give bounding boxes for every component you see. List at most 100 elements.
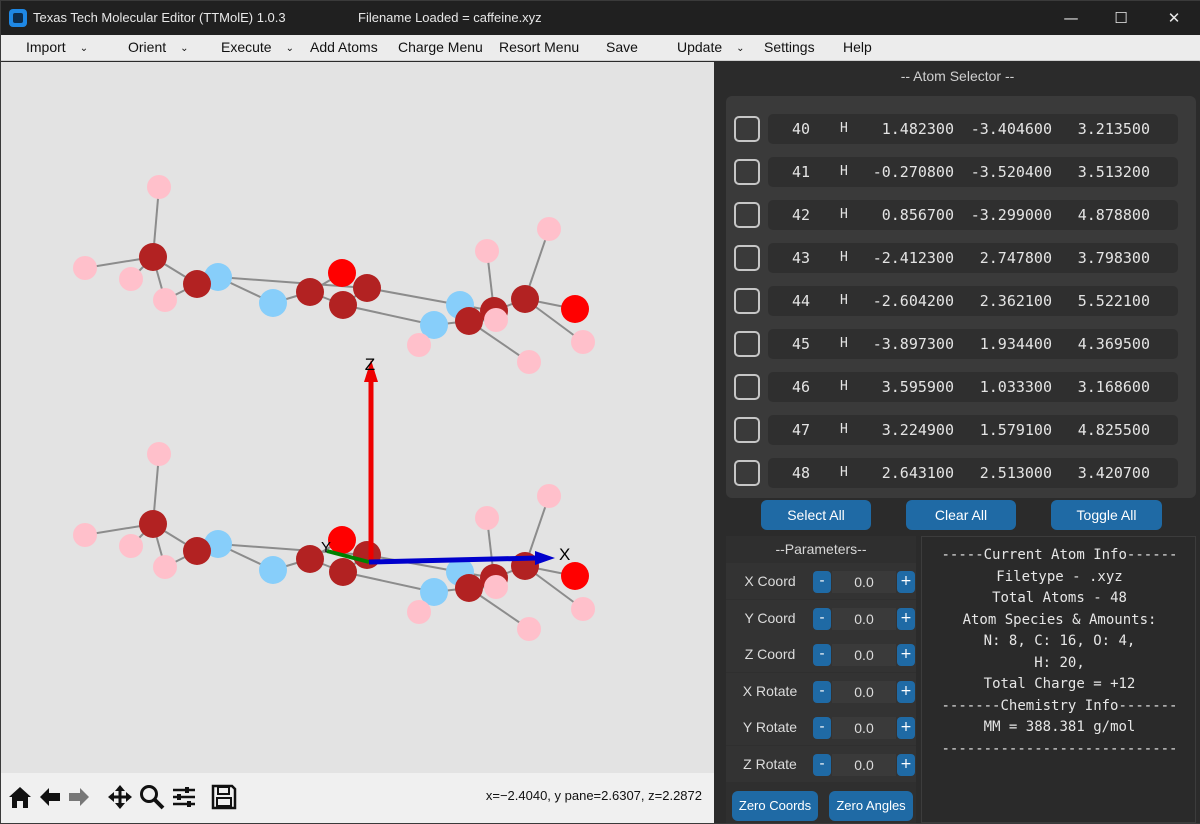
decrement-button[interactable]: - bbox=[813, 571, 831, 593]
close-button[interactable]: ✕ bbox=[1167, 9, 1181, 27]
zoom-icon[interactable] bbox=[138, 783, 166, 811]
atom-o[interactable] bbox=[328, 259, 356, 287]
molecule-canvas[interactable]: Z Y X bbox=[1, 62, 714, 773]
atom-checkbox[interactable] bbox=[734, 159, 760, 185]
atom-h[interactable] bbox=[147, 442, 171, 466]
atom-h[interactable] bbox=[571, 597, 595, 621]
atom-h[interactable] bbox=[407, 600, 431, 624]
home-icon[interactable] bbox=[6, 783, 34, 811]
atom-h[interactable] bbox=[119, 267, 143, 291]
atom-h[interactable] bbox=[407, 333, 431, 357]
decrement-button[interactable]: - bbox=[813, 680, 831, 703]
param-value-input[interactable]: 0.0 bbox=[832, 717, 896, 739]
atom-z: 4.825500 bbox=[1077, 421, 1150, 439]
menu-resort[interactable]: Resort Menu bbox=[499, 39, 580, 55]
atom-n[interactable] bbox=[259, 556, 287, 584]
menu-charge[interactable]: Charge Menu bbox=[398, 39, 483, 55]
pan-icon[interactable] bbox=[106, 783, 134, 811]
zero-coords-button[interactable]: Zero Coords bbox=[732, 791, 818, 821]
atom-h[interactable] bbox=[147, 175, 171, 199]
back-arrow-icon[interactable] bbox=[36, 783, 64, 811]
atom-checkbox[interactable] bbox=[734, 374, 760, 400]
atom-row: 46 H 3.595900 1.033300 3.168600 bbox=[726, 367, 1181, 410]
increment-button[interactable]: + bbox=[897, 644, 915, 666]
atom-c[interactable] bbox=[296, 545, 324, 573]
atom-o[interactable] bbox=[561, 295, 589, 323]
atom-h[interactable] bbox=[475, 239, 499, 263]
atom-row: 42 H 0.856700 -3.299000 4.878800 bbox=[726, 195, 1181, 238]
toggle-all-button[interactable]: Toggle All bbox=[1051, 500, 1162, 530]
forward-arrow-icon[interactable] bbox=[65, 783, 93, 811]
atom-c[interactable] bbox=[183, 537, 211, 565]
atom-checkbox[interactable] bbox=[734, 460, 760, 486]
menu-update[interactable]: Update ⌄ bbox=[677, 39, 745, 55]
atom-c[interactable] bbox=[139, 510, 167, 538]
param-value-input[interactable]: 0.0 bbox=[832, 644, 896, 666]
atom-h[interactable] bbox=[475, 506, 499, 530]
menu-import[interactable]: Import ⌄ bbox=[26, 39, 89, 55]
atom-h[interactable] bbox=[153, 555, 177, 579]
increment-button[interactable]: + bbox=[897, 571, 915, 593]
atom-checkbox[interactable] bbox=[734, 288, 760, 314]
menu-orient[interactable]: Orient ⌄ bbox=[128, 39, 189, 55]
decrement-button[interactable]: - bbox=[813, 753, 831, 776]
atom-h[interactable] bbox=[484, 308, 508, 332]
atom-h[interactable] bbox=[571, 330, 595, 354]
param-value-input[interactable]: 0.0 bbox=[832, 753, 896, 776]
zero-angles-button[interactable]: Zero Angles bbox=[829, 791, 913, 821]
menu-save[interactable]: Save bbox=[606, 39, 638, 55]
decrement-button[interactable]: - bbox=[813, 717, 831, 739]
minimize-button[interactable]: — bbox=[1063, 9, 1079, 27]
atom-h[interactable] bbox=[537, 484, 561, 508]
atom-n[interactable] bbox=[420, 578, 448, 606]
atom-checkbox[interactable] bbox=[734, 202, 760, 228]
atom-checkbox[interactable] bbox=[734, 116, 760, 142]
atom-c[interactable] bbox=[511, 285, 539, 313]
atom-c[interactable] bbox=[353, 541, 381, 569]
atom-o[interactable] bbox=[328, 526, 356, 554]
param-value-input[interactable]: 0.0 bbox=[832, 680, 896, 703]
maximize-button[interactable]: ☐ bbox=[1114, 9, 1128, 27]
atom-checkbox[interactable] bbox=[734, 245, 760, 271]
atom-c[interactable] bbox=[353, 274, 381, 302]
menu-settings[interactable]: Settings bbox=[764, 39, 815, 55]
atom-n[interactable] bbox=[420, 311, 448, 339]
clear-all-button[interactable]: Clear All bbox=[906, 500, 1016, 530]
param-value-input[interactable]: 0.0 bbox=[832, 571, 896, 593]
increment-button[interactable]: + bbox=[897, 680, 915, 703]
atom-c[interactable] bbox=[455, 307, 483, 335]
atom-list[interactable]: 40 H 1.482300 -3.404600 3.213500 41 H -0.270800… bbox=[726, 96, 1196, 498]
param-value-input[interactable]: 0.0 bbox=[832, 607, 896, 630]
increment-button[interactable]: + bbox=[897, 607, 915, 630]
atom-h[interactable] bbox=[537, 217, 561, 241]
atom-c[interactable] bbox=[329, 558, 357, 586]
atom-c[interactable] bbox=[296, 278, 324, 306]
menu-help[interactable]: Help bbox=[843, 39, 872, 55]
atom-o[interactable] bbox=[561, 562, 589, 590]
atom-h[interactable] bbox=[73, 523, 97, 547]
atom-checkbox[interactable] bbox=[734, 417, 760, 443]
decrement-button[interactable]: - bbox=[813, 607, 831, 630]
atom-checkbox[interactable] bbox=[734, 331, 760, 357]
increment-button[interactable]: + bbox=[897, 717, 915, 739]
atom-c[interactable] bbox=[139, 243, 167, 271]
decrement-button[interactable]: - bbox=[813, 644, 831, 666]
atom-c[interactable] bbox=[455, 574, 483, 602]
atom-h[interactable] bbox=[484, 575, 508, 599]
configure-subplots-icon[interactable] bbox=[170, 783, 198, 811]
menu-add-atoms[interactable]: Add Atoms bbox=[310, 39, 378, 55]
atom-h[interactable] bbox=[73, 256, 97, 280]
atom-n[interactable] bbox=[259, 289, 287, 317]
molecule-viewer[interactable]: Z Y X bbox=[1, 62, 714, 773]
atom-y: -3.520400 bbox=[970, 163, 1052, 181]
atom-h[interactable] bbox=[153, 288, 177, 312]
menu-execute[interactable]: Execute ⌄ bbox=[221, 39, 294, 55]
atom-h[interactable] bbox=[517, 617, 541, 641]
select-all-button[interactable]: Select All bbox=[761, 500, 871, 530]
atom-c[interactable] bbox=[183, 270, 211, 298]
increment-button[interactable]: + bbox=[897, 753, 915, 776]
save-icon[interactable] bbox=[210, 783, 238, 811]
atom-c[interactable] bbox=[329, 291, 357, 319]
atom-h[interactable] bbox=[119, 534, 143, 558]
atom-h[interactable] bbox=[517, 350, 541, 374]
